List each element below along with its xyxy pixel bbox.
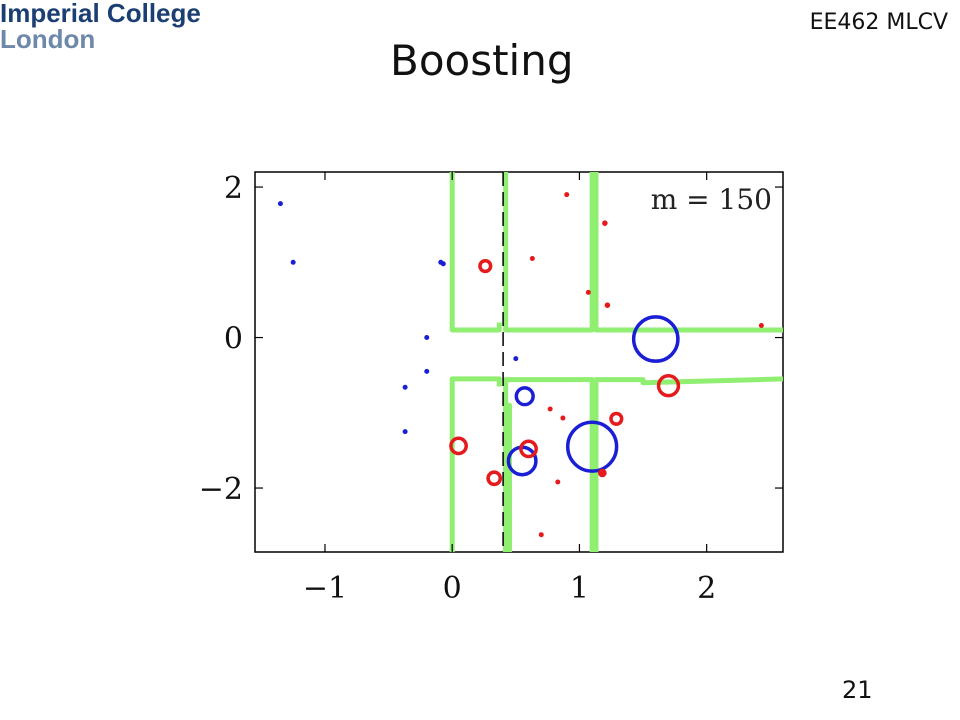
logo-line-2: London	[0, 24, 96, 54]
course-code: EE462 MLCV	[809, 10, 948, 35]
x-tick-label: 1	[570, 571, 589, 606]
data-point	[602, 220, 608, 226]
data-point	[547, 406, 553, 412]
plot-frame	[254, 171, 784, 553]
y-tick-label: 2	[224, 171, 243, 206]
data-point	[656, 374, 681, 398]
decision-boundary-line	[503, 172, 595, 333]
data-point	[585, 289, 591, 295]
decision-boundary-line	[449, 376, 502, 552]
data-point	[478, 258, 493, 274]
data-point	[424, 335, 430, 341]
x-tick-label: −1	[303, 571, 347, 606]
data-point	[513, 356, 519, 362]
decision-boundary-line	[449, 172, 502, 333]
logo-line-1: Imperial College	[0, 0, 201, 28]
data-point	[631, 315, 680, 363]
data-point	[609, 411, 624, 426]
data-point	[564, 192, 570, 198]
x-tick-label: 0	[443, 571, 462, 606]
data-point	[290, 259, 296, 265]
chart-annotation: m = 150	[651, 183, 772, 216]
data-point	[560, 415, 566, 421]
data-point	[598, 468, 607, 478]
data-point	[538, 532, 544, 538]
data-point	[277, 201, 283, 207]
data-point	[604, 302, 611, 308]
data-point	[402, 384, 408, 390]
data-point	[449, 436, 468, 456]
data-point	[440, 261, 446, 267]
data-point	[424, 368, 430, 374]
slide-number: 21	[842, 676, 873, 704]
data-point	[519, 439, 538, 459]
data-point	[565, 420, 619, 473]
data-point	[529, 256, 535, 262]
y-tick-label: −2	[199, 472, 243, 507]
decision-boundary-line	[593, 172, 783, 333]
slide-title: Boosting	[390, 36, 574, 85]
data-point	[758, 323, 764, 329]
y-tick-label: 0	[224, 322, 243, 357]
institution-logo: Imperial College London	[0, 0, 201, 52]
decision-boundary-line	[593, 376, 784, 552]
data-point	[402, 429, 408, 435]
decision-boundary-line	[503, 402, 512, 552]
x-tick-label: 2	[697, 571, 716, 606]
data-point	[514, 386, 535, 407]
data-point	[486, 470, 503, 487]
data-point	[555, 479, 561, 485]
